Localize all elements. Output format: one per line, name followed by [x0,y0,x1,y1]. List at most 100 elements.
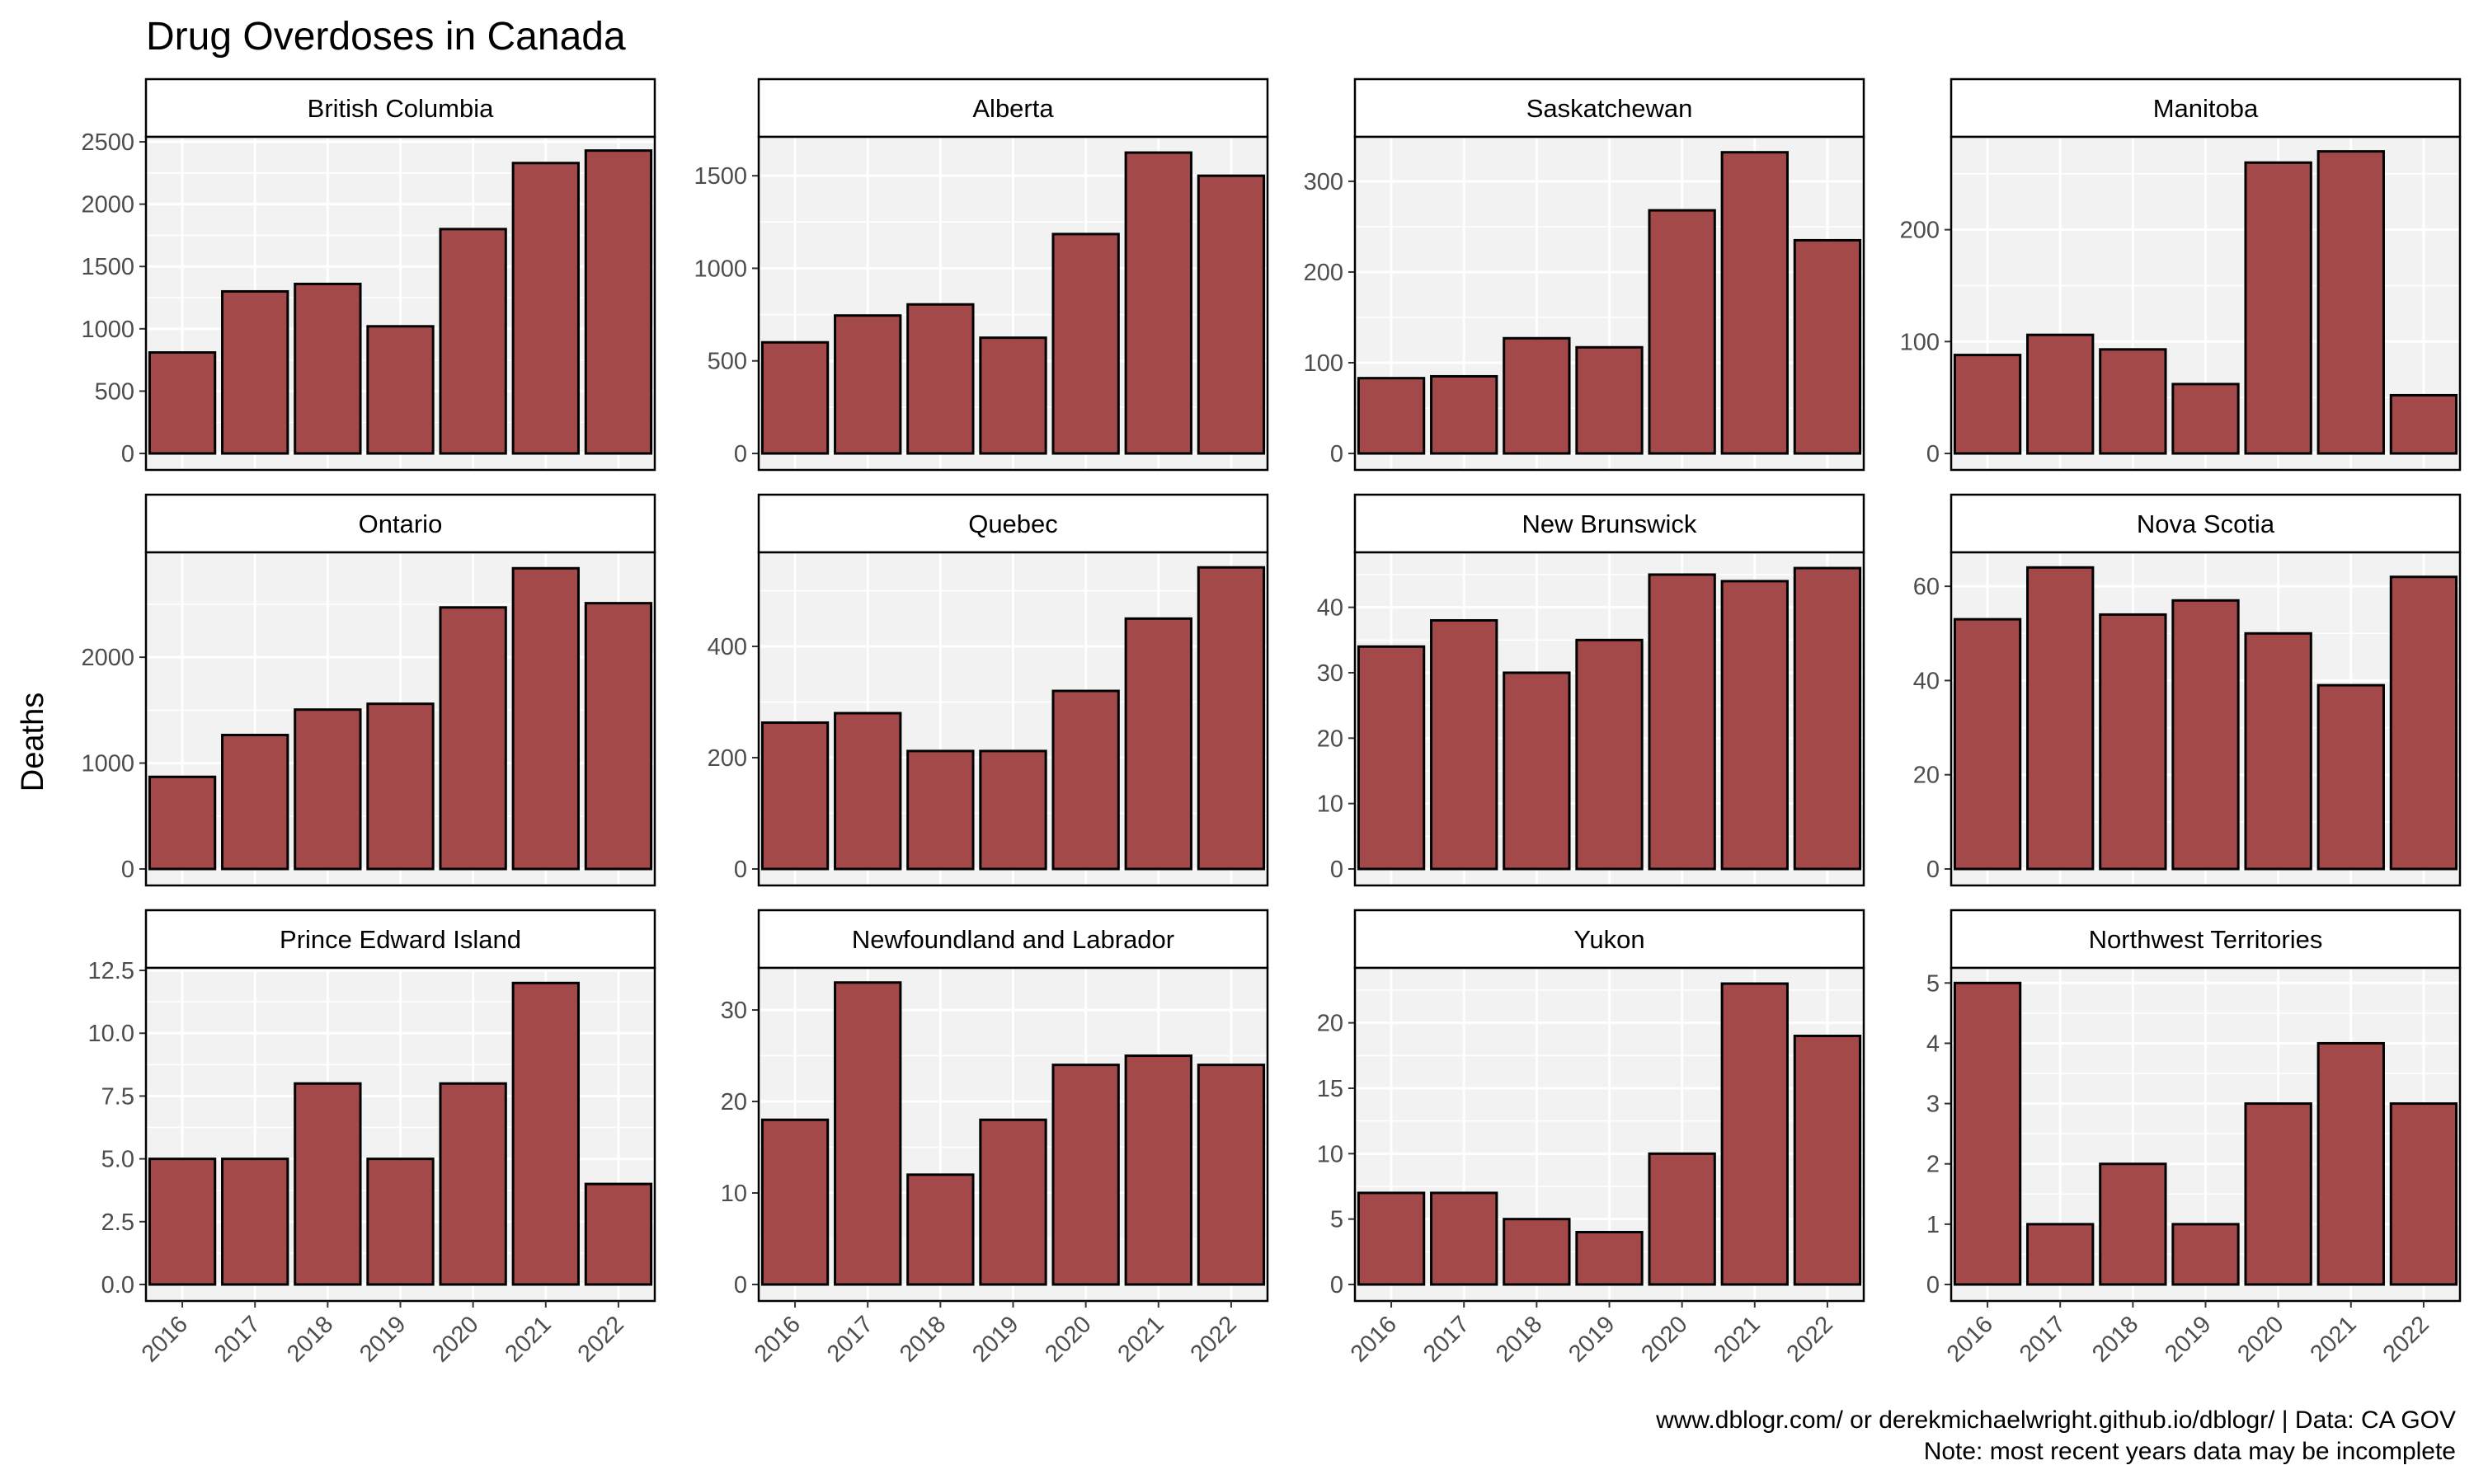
bar-ontario-2020 [439,606,507,871]
bar-nova-scotia-2021 [2316,683,2385,871]
strip-new-brunswick [1353,493,1865,554]
bar-quebec-2019 [979,749,1047,871]
strip-prince-edward-island [144,909,656,970]
strip-label-newfoundland-and-labrador: Newfoundland and Labrador [852,925,1174,954]
strip-alberta [757,77,1269,139]
y-tick-label-newfoundland-and-labrador: 20 [721,1089,747,1115]
bar-british-columbia-2019 [366,325,435,455]
y-tick-label-manitoba: 100 [1900,329,1940,355]
strip-label-manitoba: Manitoba [2153,94,2259,123]
y-tick-label-british-columbia: 500 [95,378,134,405]
bar-yukon-2018 [1503,1218,1571,1286]
bar-newfoundland-and-labrador-2016 [760,1118,830,1286]
bar-quebec-2021 [1124,617,1192,871]
panel-border-nova-scotia [1950,551,2462,887]
y-tick-label-quebec: 0 [734,857,747,883]
y-tick-label-alberta: 0 [734,441,747,467]
bar-ontario-2019 [366,702,435,871]
y-tick-label-northwest-territories: 2 [1926,1152,1940,1178]
y-tick-label-yukon: 10 [1317,1141,1343,1167]
bar-quebec-2018 [906,749,975,871]
y-tick-label-british-columbia: 2500 [81,129,134,156]
panel-border-new-brunswick [1353,551,1865,887]
panel-alberta: Alberta 0 500 1000 1500 [694,77,1269,472]
chart-title: Drug Overdoses in Canada [146,15,626,59]
bar-manitoba-2017 [2026,333,2095,455]
y-tick-label-manitoba: 200 [1900,218,1940,244]
bar-alberta-2016 [760,340,830,455]
y-tick-label-alberta: 1000 [694,256,747,282]
bar-saskatchewan-2021 [1720,151,1789,455]
bar-british-columbia-2020 [439,228,507,455]
bar-northwest-territories-2022 [2389,1102,2458,1286]
bar-british-columbia-2017 [221,289,289,455]
bar-manitoba-2018 [2099,348,2167,455]
y-tick-label-british-columbia: 0 [121,441,134,467]
y-axis-label: Deaths [16,693,50,791]
y-tick-label-prince-edward-island: 0.0 [101,1272,134,1298]
y-tick-label-saskatchewan: 0 [1330,441,1343,467]
panel-border-saskatchewan [1353,135,1865,472]
bar-northwest-territories-2016 [1953,981,2022,1286]
bar-quebec-2016 [760,721,830,871]
y-tick-label-quebec: 200 [708,745,747,772]
bar-saskatchewan-2019 [1575,345,1644,455]
bar-manitoba-2016 [1953,354,2022,455]
y-tick-label-newfoundland-and-labrador: 0 [734,1272,747,1298]
bar-yukon-2019 [1575,1231,1644,1286]
y-tick-label-prince-edward-island: 12.5 [88,958,134,984]
y-tick-label-northwest-territories: 3 [1926,1092,1940,1118]
bar-prince-edward-island-2022 [584,1182,653,1286]
bar-yukon-2017 [1430,1191,1498,1286]
y-tick-label-prince-edward-island: 7.5 [101,1083,134,1110]
y-tick-label-new-brunswick: 40 [1317,595,1343,622]
bar-prince-edward-island-2016 [148,1158,217,1286]
strip-label-quebec: Quebec [968,510,1058,538]
strip-label-yukon: Yukon [1573,925,1644,954]
bar-ontario-2017 [221,734,289,871]
y-tick-label-nova-scotia: 0 [1926,857,1940,883]
bar-manitoba-2020 [2244,161,2312,455]
y-tick-label-british-columbia: 2000 [81,192,134,218]
bar-alberta-2019 [979,336,1047,455]
y-tick-label-saskatchewan: 200 [1304,260,1343,286]
bar-alberta-2017 [834,314,902,455]
y-tick-label-british-columbia: 1000 [81,317,134,343]
strip-british-columbia [144,77,656,139]
bar-prince-edward-island-2017 [221,1158,289,1286]
panel-border-alberta [757,135,1269,472]
bar-nova-scotia-2018 [2099,613,2167,871]
y-tick-label-nova-scotia: 40 [1913,668,1940,694]
bar-prince-edward-island-2019 [366,1158,435,1286]
strip-label-alberta: Alberta [972,94,1054,123]
bar-new-brunswick-2022 [1793,566,1862,871]
bar-northwest-territories-2021 [2316,1041,2385,1286]
y-tick-label-quebec: 400 [708,634,747,660]
bar-prince-edward-island-2021 [511,981,580,1286]
y-tick-label-yukon: 5 [1330,1207,1343,1233]
bar-newfoundland-and-labrador-2019 [979,1118,1047,1286]
strip-label-ontario: Ontario [359,510,443,538]
bar-new-brunswick-2016 [1357,645,1426,871]
bar-saskatchewan-2022 [1793,238,1862,455]
y-tick-label-northwest-territories: 0 [1926,1272,1940,1298]
strip-label-new-brunswick: New Brunswick [1522,510,1697,538]
y-tick-label-new-brunswick: 20 [1317,726,1343,752]
strip-saskatchewan [1353,77,1865,139]
bar-yukon-2020 [1648,1152,1716,1286]
y-tick-label-newfoundland-and-labrador: 10 [721,1181,747,1207]
strip-manitoba [1950,77,2462,139]
y-tick-label-prince-edward-island: 5.0 [101,1147,134,1173]
bar-new-brunswick-2017 [1430,619,1498,871]
y-tick-label-saskatchewan: 300 [1304,169,1343,195]
panel-british-columbia: British Columbia 0 500 1000 1500 2000 2500 [81,77,656,472]
panel-border-ontario [144,551,656,887]
panel-ontario: Ontario 0 1000 2000 [81,493,656,887]
strip-newfoundland-and-labrador [757,909,1269,970]
bar-saskatchewan-2017 [1430,374,1498,455]
bar-ontario-2018 [294,708,362,871]
panel-border-british-columbia [144,135,656,472]
bar-northwest-territories-2018 [2099,1162,2167,1286]
bar-northwest-territories-2017 [2026,1223,2095,1286]
